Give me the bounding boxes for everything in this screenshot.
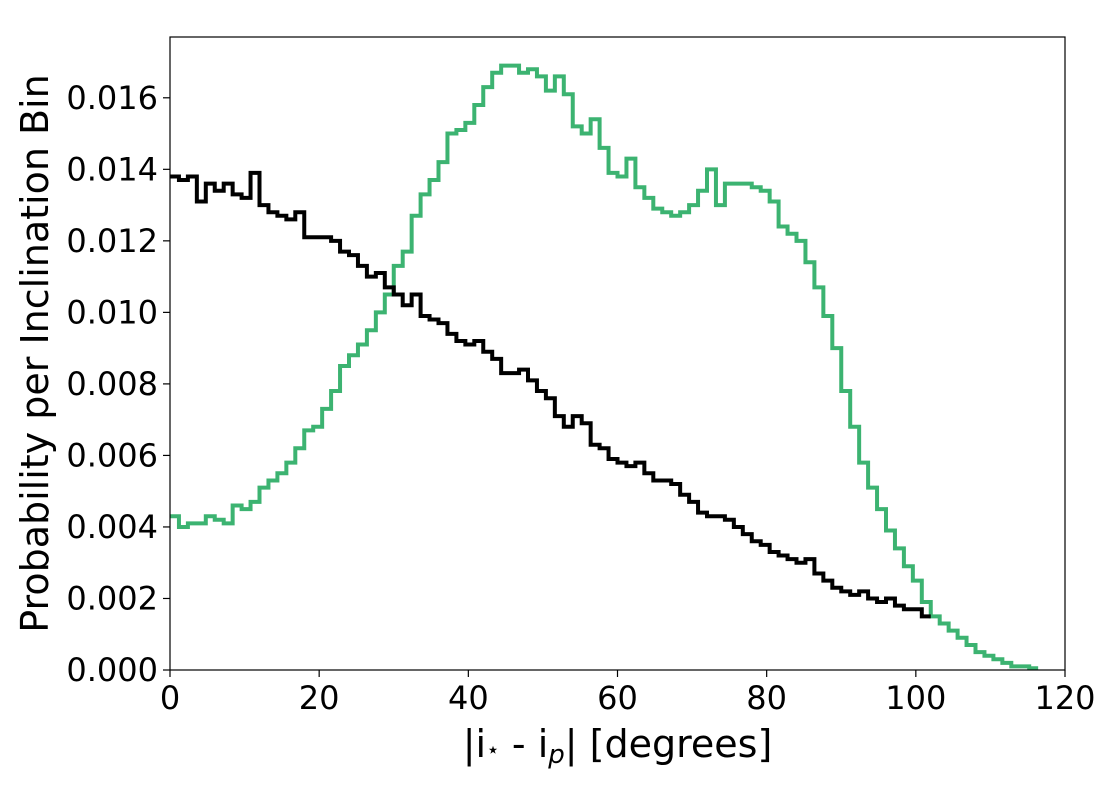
y-tick-label: 0.008	[66, 365, 158, 403]
x-axis-ticks: 0 20 40 60 80 100 120	[160, 670, 1096, 717]
y-tick-label: 0.016	[66, 79, 158, 117]
x-tick-label: 120	[1034, 679, 1095, 717]
series-line-2	[170, 170, 931, 619]
x-axis-label-mid: - i	[500, 722, 548, 766]
y-axis-label: Probability per Inclination Bin	[13, 74, 57, 632]
x-axis-label-tail: | [degrees]	[565, 722, 773, 767]
series-line-1	[170, 63, 1039, 671]
x-tick-label: 100	[885, 679, 946, 717]
y-tick-label: 0.000	[66, 651, 158, 689]
x-tick-label: 60	[597, 679, 638, 717]
plot-frame	[169, 36, 1066, 671]
x-tick-label: 0	[160, 679, 180, 717]
y-tick-label: 0.002	[66, 579, 158, 617]
y-tick-label: 0.010	[66, 293, 158, 331]
y-tick-label: 0.014	[66, 150, 158, 188]
x-axis-label-star: ⋆	[486, 738, 500, 763]
y-tick-label: 0.006	[66, 436, 158, 474]
y-tick-label: 0.012	[66, 222, 158, 260]
x-axis-label-main: |i	[463, 722, 486, 767]
x-tick-label: 80	[746, 679, 787, 717]
x-axis-label: |i⋆ - ip| [degrees]	[463, 722, 773, 770]
x-tick-label: 40	[448, 679, 489, 717]
x-tick-label: 20	[299, 679, 340, 717]
y-tick-label: 0.004	[66, 508, 158, 546]
y-axis-ticks: 0.000 0.002 0.004 0.006 0.008 0.010 0.012 0.014…	[66, 79, 170, 689]
x-axis-label-sub: p	[547, 740, 565, 770]
series-layer	[170, 63, 1039, 671]
